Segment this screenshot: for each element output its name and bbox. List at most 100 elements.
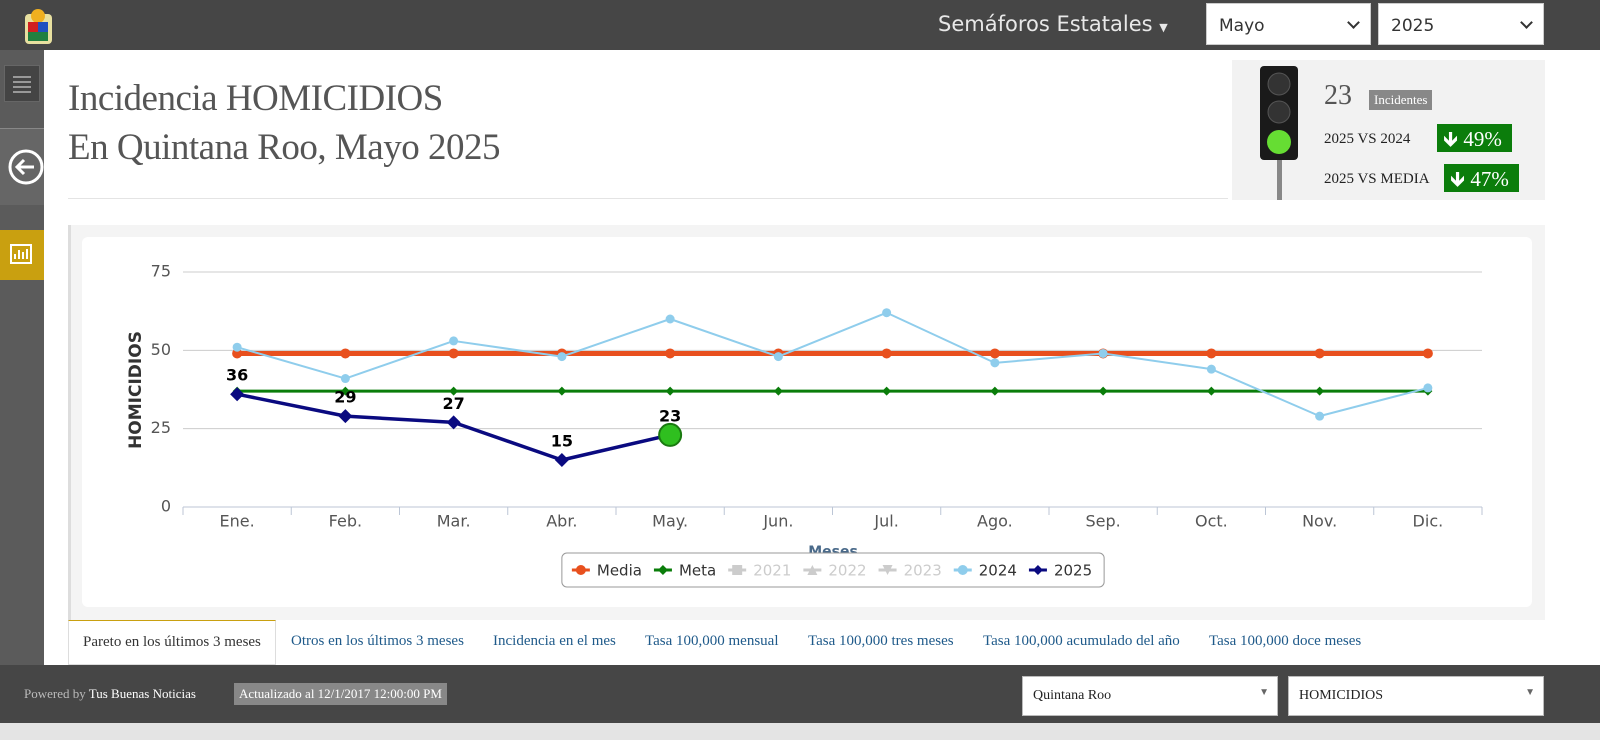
x-tick-label: Mar.: [437, 512, 471, 531]
x-tick-label: Ene.: [220, 512, 255, 531]
x-tick-label: Sep.: [1086, 512, 1121, 531]
legend-marker: [575, 565, 586, 575]
legend-label[interactable]: Meta: [679, 562, 716, 580]
legend-marker: [657, 565, 668, 575]
stat-count-label: Incidentes: [1369, 90, 1433, 110]
data-label: 36: [226, 366, 248, 385]
legend-label[interactable]: 2022: [828, 562, 866, 580]
title-line-1: Incidencia HOMICIDIOS: [68, 78, 443, 119]
footer: Powered by Tus Buenas Noticias Actualiza…: [0, 665, 1600, 723]
legend-marker: [732, 565, 743, 575]
x-tick-label: Feb.: [329, 512, 362, 531]
point: [1098, 386, 1108, 396]
point: [1206, 348, 1217, 359]
powered-by: Powered by Tus Buenas Noticias: [24, 686, 196, 702]
point: [340, 374, 350, 384]
point: [557, 352, 567, 362]
x-tick-label: Ago.: [977, 512, 1013, 531]
data-label: 15: [551, 432, 573, 451]
x-tick-label: Dic.: [1413, 512, 1444, 531]
x-tick-label: Jun.: [762, 512, 793, 531]
compare-value: 47%: [1470, 167, 1509, 191]
point: [554, 453, 569, 467]
x-tick-label: Abr.: [546, 512, 577, 531]
point: [990, 358, 1000, 368]
chart-button[interactable]: [0, 230, 44, 280]
tab[interactable]: Tasa 100,000 doce meses: [1209, 633, 1362, 649]
legend-marker: [957, 565, 968, 575]
point: [1423, 383, 1433, 393]
tab[interactable]: Tasa 100,000 mensual: [645, 633, 779, 649]
sidebar: [0, 50, 44, 665]
tab[interactable]: Pareto en los últimos 3 meses: [68, 620, 276, 665]
tab[interactable]: Incidencia en el mes: [493, 633, 616, 649]
y-tick-label: 0: [161, 497, 171, 516]
stat-count: 23: [1324, 80, 1352, 111]
point: [1422, 348, 1433, 359]
legend: Media Meta 2021 2022 2023 2024 2025: [561, 552, 1105, 588]
compare-value: 49%: [1463, 127, 1502, 151]
point: [232, 348, 243, 359]
app-title[interactable]: Semáforos Estatales ▼: [938, 12, 1168, 36]
traffic-light: [1260, 66, 1298, 200]
x-tick-label: Oct.: [1195, 512, 1228, 531]
legend-marker: [807, 565, 818, 575]
y-tick-label: 75: [151, 262, 171, 281]
point: [989, 348, 1000, 359]
tab-bar: Pareto en los últimos 3 meses Otros en lo…: [68, 620, 1545, 665]
point: [232, 342, 242, 352]
point: [773, 386, 783, 396]
divider: [68, 198, 1228, 199]
point: [773, 352, 783, 362]
x-tick-label: May.: [652, 512, 688, 531]
point: [340, 386, 350, 396]
point: [882, 386, 892, 396]
y-tick-label: 50: [151, 340, 171, 359]
year-select[interactable]: 2025: [1378, 3, 1544, 45]
tab[interactable]: Otros en los últimos 3 meses: [291, 633, 464, 649]
current-point: [658, 422, 683, 447]
point: [557, 386, 567, 396]
point: [1315, 386, 1325, 396]
legend-marker: [882, 565, 893, 575]
x-tick-label: Nov.: [1302, 512, 1337, 531]
point: [449, 386, 459, 396]
point: [230, 387, 245, 402]
point: [881, 348, 892, 359]
point: [446, 415, 461, 430]
logo: [25, 9, 52, 44]
powered-by-text: Powered by: [24, 686, 86, 701]
crime-select[interactable]: HOMICIDIOS: [1288, 676, 1544, 716]
compare-label: 2025 VS MEDIA: [1324, 171, 1430, 187]
app-title-text[interactable]: Semáforos Estatales: [938, 12, 1153, 36]
legend-label[interactable]: 2021: [753, 562, 791, 580]
point: [449, 336, 459, 346]
point: [1314, 348, 1325, 359]
legend-label[interactable]: Media: [597, 562, 642, 580]
top-bar: Semáforos Estatales ▼ Mayo 2025: [0, 0, 1600, 50]
tab[interactable]: Tasa 100,000 acumulado del año: [983, 633, 1180, 649]
compare-badge: 🡻 47%: [1444, 164, 1519, 192]
menu-button[interactable]: [4, 65, 40, 102]
title-line-2: En Quintana Roo, Mayo 2025: [68, 127, 500, 168]
point: [1315, 411, 1325, 421]
point: [665, 314, 675, 324]
state-select[interactable]: Quintana Roo: [1022, 676, 1278, 716]
data-label: 29: [334, 388, 356, 407]
legend-label[interactable]: 2025: [1054, 562, 1092, 580]
y-tick-label: 25: [151, 418, 171, 437]
point: [665, 348, 676, 359]
legend-marker: [1032, 565, 1043, 575]
point: [990, 386, 1000, 396]
legend-label[interactable]: 2024: [979, 562, 1017, 580]
legend-box: [561, 552, 1105, 588]
month-select[interactable]: Mayo: [1206, 3, 1371, 45]
point: [665, 386, 675, 396]
legend-label[interactable]: 2023: [904, 562, 942, 580]
back-button[interactable]: [0, 128, 44, 205]
tab[interactable]: Tasa 100,000 tres meses: [808, 633, 954, 649]
point: [338, 409, 353, 424]
data-label: 23: [659, 406, 681, 425]
brand[interactable]: Tus Buenas Noticias: [88, 686, 196, 701]
